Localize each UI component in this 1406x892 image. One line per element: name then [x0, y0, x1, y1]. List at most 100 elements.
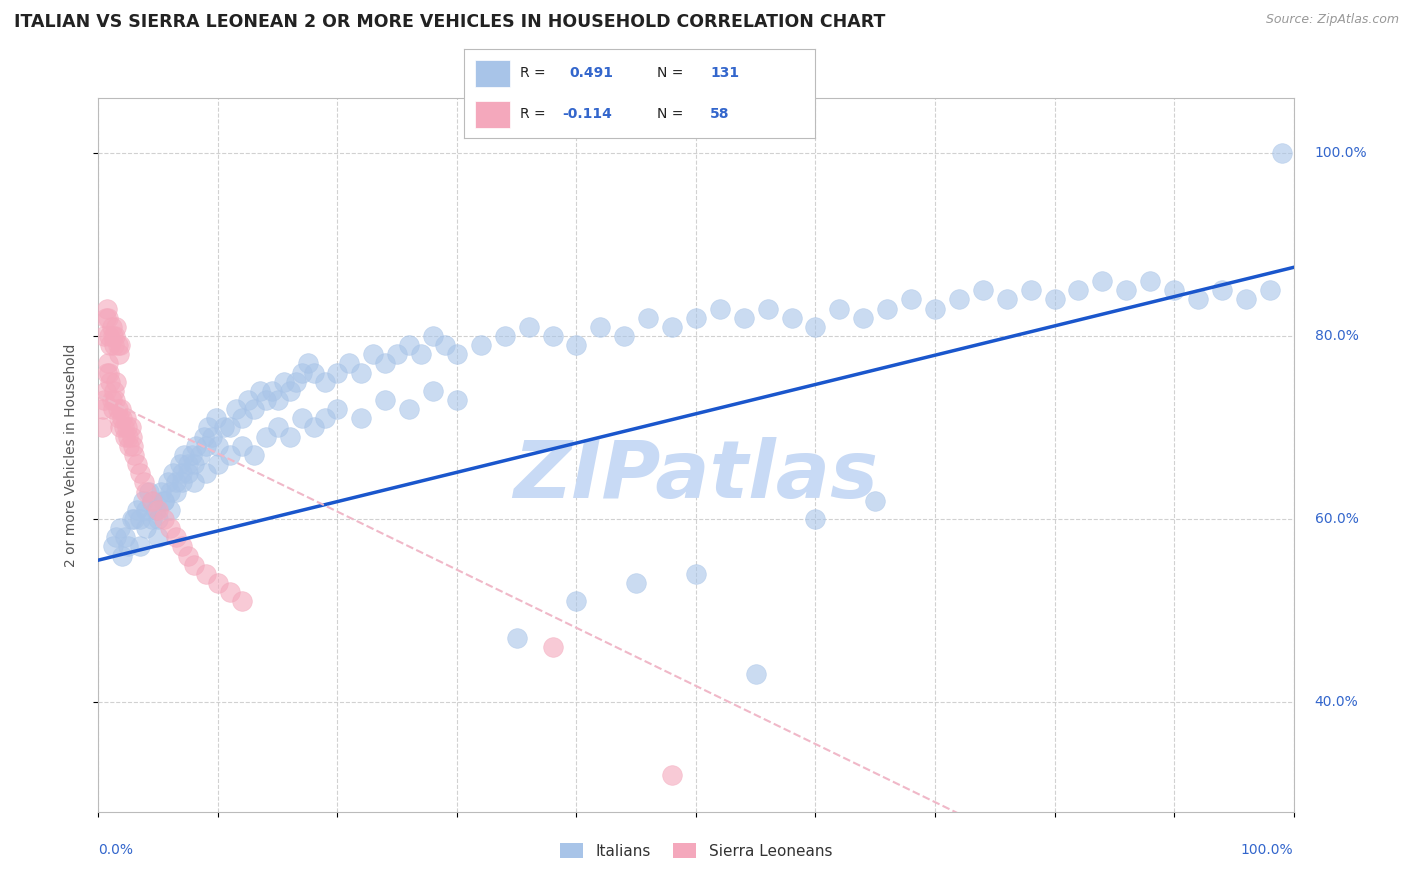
Point: [398, 338, 420, 352]
Bar: [475, 60, 510, 87]
Point: [315, 375, 337, 389]
Point: [1115, 283, 1137, 297]
Point: [1211, 283, 1233, 297]
Point: [105, 319, 128, 334]
Text: 60.0%: 60.0%: [1315, 512, 1358, 526]
Point: [207, 576, 229, 591]
Point: [131, 493, 153, 508]
Point: [924, 301, 946, 316]
Point: [385, 347, 409, 361]
Text: 0.491: 0.491: [569, 66, 613, 80]
Point: [159, 521, 181, 535]
Point: [165, 484, 187, 499]
Point: [1043, 293, 1066, 307]
Point: [107, 338, 129, 352]
Point: [948, 293, 970, 307]
Point: [115, 420, 138, 434]
Point: [135, 484, 157, 499]
Point: [661, 768, 683, 782]
Point: [141, 493, 163, 508]
Point: [1163, 283, 1185, 297]
Point: [135, 503, 157, 517]
Point: [197, 420, 219, 434]
Point: [138, 484, 160, 499]
Point: [159, 503, 181, 517]
Point: [129, 512, 152, 526]
Bar: [475, 101, 510, 128]
Point: [120, 420, 142, 434]
Text: ZIPatlas: ZIPatlas: [513, 437, 879, 516]
Point: [132, 475, 155, 490]
Point: [111, 549, 134, 563]
Point: [1067, 283, 1090, 297]
Point: [153, 493, 176, 508]
Point: [117, 540, 139, 554]
Text: 58: 58: [710, 107, 730, 121]
Text: N =: N =: [658, 107, 688, 121]
Point: [624, 576, 647, 591]
Point: [97, 310, 120, 325]
Text: 40.0%: 40.0%: [1315, 695, 1358, 709]
Point: [589, 319, 612, 334]
Point: [183, 558, 205, 572]
Point: [506, 631, 529, 645]
Y-axis label: 2 or more Vehicles in Household: 2 or more Vehicles in Household: [63, 343, 77, 566]
Point: [374, 392, 396, 407]
Point: [121, 429, 143, 443]
Point: [315, 411, 337, 425]
Point: [101, 540, 124, 554]
Point: [231, 594, 253, 608]
Point: [337, 356, 360, 370]
Point: [446, 392, 468, 407]
Point: [290, 411, 312, 425]
Point: [863, 493, 886, 508]
Point: [637, 310, 659, 325]
Point: [124, 512, 146, 526]
Point: [972, 283, 994, 297]
Point: [100, 319, 122, 334]
Point: [91, 420, 114, 434]
Point: [541, 640, 564, 654]
Point: [756, 301, 779, 316]
Point: [1019, 283, 1042, 297]
Point: [204, 411, 226, 425]
Point: [219, 585, 242, 599]
Point: [565, 338, 588, 352]
Point: [326, 366, 349, 380]
Point: [177, 467, 200, 481]
Point: [995, 293, 1018, 307]
Point: [148, 530, 170, 544]
Point: [207, 439, 229, 453]
Point: [96, 301, 118, 316]
Point: [273, 375, 295, 389]
Point: [153, 493, 176, 508]
Point: [104, 392, 127, 407]
Point: [159, 484, 181, 499]
Point: [804, 319, 827, 334]
Point: [302, 420, 325, 434]
Point: [876, 301, 898, 316]
Point: [422, 329, 444, 343]
Point: [183, 475, 205, 490]
Point: [148, 503, 170, 517]
Point: [114, 429, 136, 443]
Point: [91, 402, 114, 417]
Point: [108, 521, 131, 535]
Point: [153, 512, 176, 526]
Point: [1139, 274, 1161, 288]
Point: [302, 366, 325, 380]
Point: [565, 594, 588, 608]
Point: [201, 429, 224, 443]
Point: [104, 329, 127, 343]
Point: [231, 411, 253, 425]
Point: [411, 347, 433, 361]
Text: 0.0%: 0.0%: [98, 843, 134, 857]
Text: R =: R =: [520, 66, 550, 80]
Point: [101, 329, 124, 343]
Text: 131: 131: [710, 66, 740, 80]
Point: [363, 347, 385, 361]
Point: [165, 475, 187, 490]
Point: [267, 392, 290, 407]
Point: [172, 540, 194, 554]
Point: [108, 338, 131, 352]
